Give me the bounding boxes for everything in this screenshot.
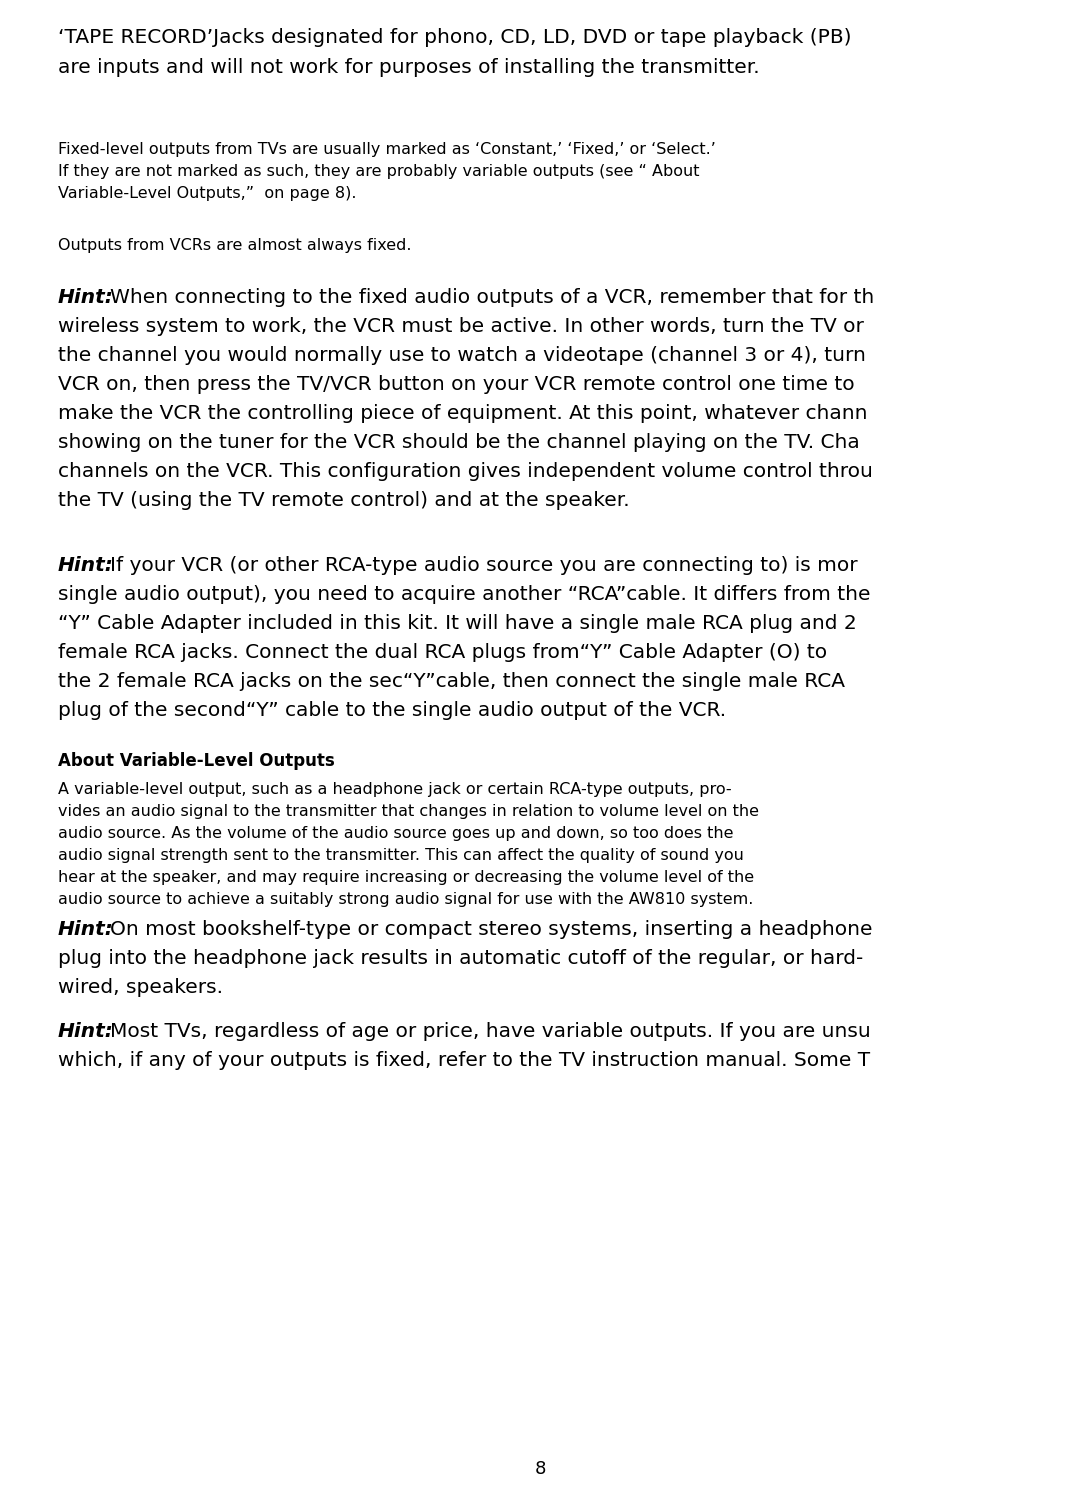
Text: hear at the speaker, and may require increasing or decreasing the volume level o: hear at the speaker, and may require inc…	[58, 869, 754, 885]
Text: plug of the second“Y” cable to the single audio output of the VCR.: plug of the second“Y” cable to the singl…	[58, 702, 726, 720]
Text: When connecting to the fixed audio outputs of a VCR, remember that for th: When connecting to the fixed audio outpu…	[110, 287, 874, 307]
Text: the 2 female RCA jacks on the sec“Y”cable, then connect the single male RCA: the 2 female RCA jacks on the sec“Y”cabl…	[58, 671, 845, 691]
Text: showing on the tuner for the VCR should be the channel playing on the TV. Cha: showing on the tuner for the VCR should …	[58, 432, 860, 452]
Text: the channel you would normally use to watch a videotape (channel 3 or 4), turn: the channel you would normally use to wa…	[58, 346, 866, 364]
Text: Variable-Level Outputs,”  on page 8).: Variable-Level Outputs,” on page 8).	[58, 186, 356, 201]
Text: audio source. As the volume of the audio source goes up and down, so too does th: audio source. As the volume of the audio…	[58, 826, 733, 841]
Text: which, if any of your outputs is fixed, refer to the TV instruction manual. Some: which, if any of your outputs is fixed, …	[58, 1051, 870, 1070]
Text: Most TVs, regardless of age or price, have variable outputs. If you are unsu: Most TVs, regardless of age or price, ha…	[110, 1022, 870, 1040]
Text: audio source to achieve a suitably strong audio signal for use with the AW810 sy: audio source to achieve a suitably stron…	[58, 892, 754, 907]
Text: Outputs from VCRs are almost always fixed.: Outputs from VCRs are almost always fixe…	[58, 237, 411, 253]
Text: wireless system to work, the VCR must be active. In other words, turn the TV or: wireless system to work, the VCR must be…	[58, 318, 864, 336]
Text: vides an audio signal to the transmitter that changes in relation to volume leve: vides an audio signal to the transmitter…	[58, 804, 759, 820]
Text: Hint:: Hint:	[58, 556, 113, 575]
Text: Fixed-level outputs from TVs are usually marked as ‘Constant,’ ‘Fixed,’ or ‘Sele: Fixed-level outputs from TVs are usually…	[58, 142, 716, 157]
Text: the TV (using the TV remote control) and at the speaker.: the TV (using the TV remote control) and…	[58, 491, 630, 510]
Text: plug into the headphone jack results in automatic cutoff of the regular, or hard: plug into the headphone jack results in …	[58, 950, 863, 968]
Text: VCR on, then press the TV/VCR button on your VCR remote control one time to: VCR on, then press the TV/VCR button on …	[58, 375, 854, 395]
Text: “Y” Cable Adapter included in this kit. It will have a single male RCA plug and : “Y” Cable Adapter included in this kit. …	[58, 614, 856, 634]
Text: wired, speakers.: wired, speakers.	[58, 978, 222, 996]
Text: 8: 8	[535, 1461, 545, 1479]
Text: About Variable-Level Outputs: About Variable-Level Outputs	[58, 751, 335, 770]
Text: Hint:: Hint:	[58, 1022, 113, 1040]
Text: ‘TAPE RECORD’Jacks designated for phono, CD, LD, DVD or tape playback (PB): ‘TAPE RECORD’Jacks designated for phono,…	[58, 29, 851, 47]
Text: female RCA jacks. Connect the dual RCA plugs from“Y” Cable Adapter (O) to: female RCA jacks. Connect the dual RCA p…	[58, 643, 827, 662]
Text: On most bookshelf-type or compact stereo systems, inserting a headphone: On most bookshelf-type or compact stereo…	[110, 919, 873, 939]
Text: If they are not marked as such, they are probably variable outputs (see “ About: If they are not marked as such, they are…	[58, 163, 700, 178]
Text: A variable-level output, such as a headphone jack or certain RCA-type outputs, p: A variable-level output, such as a headp…	[58, 782, 731, 797]
Text: make the VCR the controlling piece of equipment. At this point, whatever chann: make the VCR the controlling piece of eq…	[58, 404, 867, 423]
Text: Hint:: Hint:	[58, 287, 113, 307]
Text: Hint:: Hint:	[58, 919, 113, 939]
Text: If your VCR (or other RCA-type audio source you are connecting to) is mor: If your VCR (or other RCA-type audio sou…	[110, 556, 858, 575]
Text: audio signal strength sent to the transmitter. This can affect the quality of so: audio signal strength sent to the transm…	[58, 848, 744, 863]
Text: channels on the VCR. This configuration gives independent volume control throu: channels on the VCR. This configuration …	[58, 463, 873, 481]
Text: are inputs and will not work for purposes of installing the transmitter.: are inputs and will not work for purpose…	[58, 57, 759, 77]
Text: single audio output), you need to acquire another “RCA”cable. It differs from th: single audio output), you need to acquir…	[58, 585, 870, 603]
